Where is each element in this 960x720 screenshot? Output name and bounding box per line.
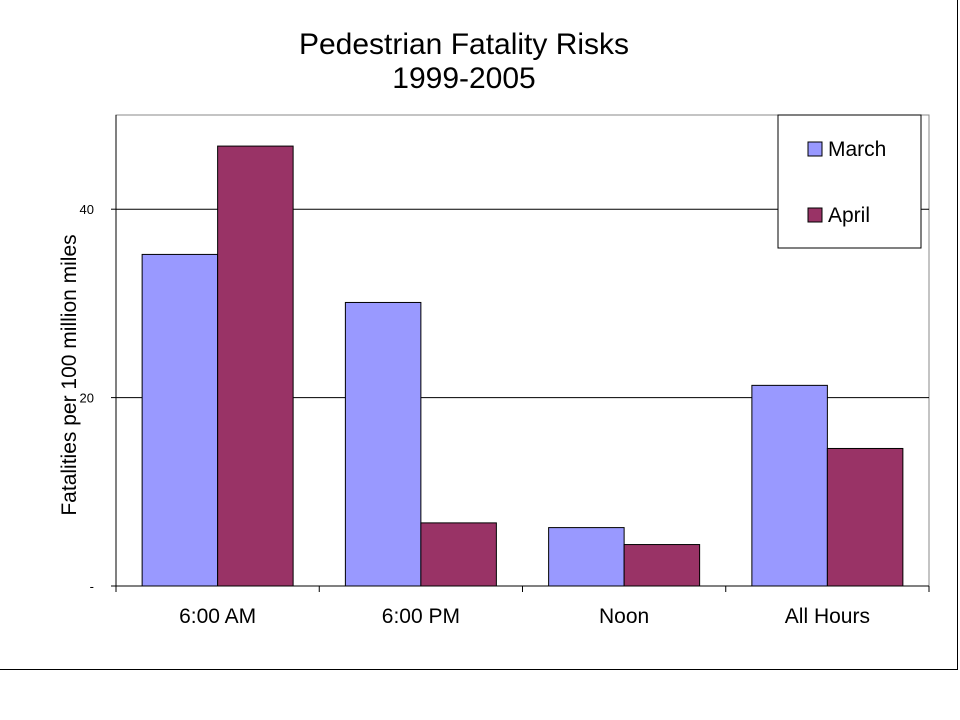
legend-label-march: March — [828, 138, 886, 161]
chart-title-line-2: 1999-2005 — [392, 62, 535, 95]
legend-swatch-april — [807, 207, 823, 223]
chart-frame — [0, 0, 958, 670]
legend-box — [777, 114, 922, 249]
y-axis-label: Fatalities per 100 million miles — [58, 234, 81, 515]
legend-label-april: April — [828, 204, 870, 227]
legend: March April — [777, 114, 922, 249]
axes — [111, 115, 930, 592]
x-tick-label: 6:00 AM — [179, 605, 256, 628]
x-tick-label: All Hours — [785, 605, 870, 628]
bar-april-2 — [623, 544, 701, 587]
bar-march-2 — [548, 527, 625, 587]
bar-march-1 — [344, 301, 422, 587]
bar-april-3 — [826, 447, 904, 587]
bar-march-3 — [751, 384, 828, 587]
y-tick-label: 40 — [80, 202, 94, 217]
chart-title: Pedestrian Fatality Risks 1999-2005 — [299, 28, 629, 95]
y-tick-label: - — [90, 579, 94, 594]
legend-swatch-march — [807, 141, 823, 157]
chart-title-line-1: Pedestrian Fatality Risks — [299, 28, 629, 61]
x-tick-label: 6:00 PM — [382, 605, 460, 628]
x-tick-label: Noon — [599, 605, 649, 628]
bar-april-0 — [217, 145, 294, 587]
bar-chart: Pedestrian Fatality Risks 1999-2005 - 20 4… — [58, 28, 930, 628]
bar-march-0 — [141, 253, 219, 587]
x-tick-labels: 6:00 AM 6:00 PM Noon All Hours — [179, 605, 870, 628]
y-tick-labels: - 20 40 — [80, 202, 94, 594]
bar-april-1 — [420, 522, 497, 587]
y-tick-label: 20 — [80, 391, 94, 406]
